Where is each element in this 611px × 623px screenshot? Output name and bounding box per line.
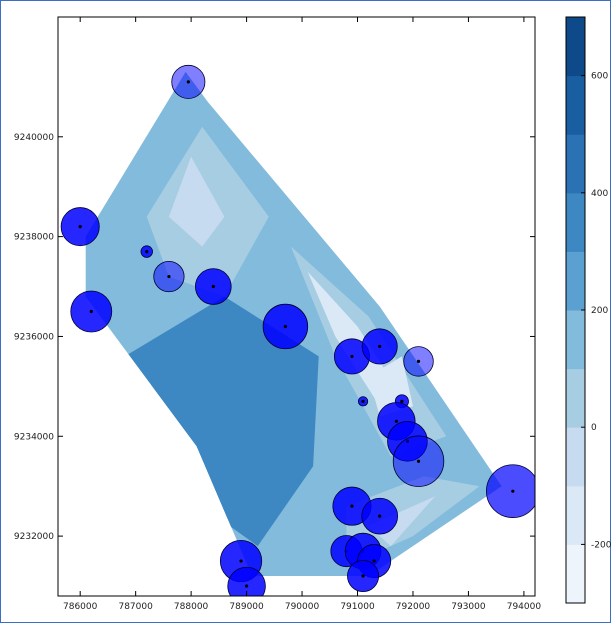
data-point [486,464,535,518]
contour-zone-7 [368,496,436,547]
colorbar-band [565,75,586,135]
data-point-center [394,419,398,423]
x-tick-label: 789000 [229,602,264,612]
data-point-center [511,489,515,493]
y-axis: 9232000 9234000 9236000 9238000 9240000 [14,133,535,542]
data-point-center [350,354,354,359]
contour-zone-3 [168,156,225,247]
x-tick-label: 791000 [340,602,375,612]
colorbar-band [565,16,586,77]
plot-border [57,16,536,597]
colorbar: -200 0 200 400 600 [565,16,611,604]
x-tick-label: 793000 [451,602,486,612]
data-point-center [372,559,376,563]
data-point-center [283,324,288,329]
colorbar-band [565,250,586,311]
colorbar-band [565,192,586,252]
points-layer [60,64,535,596]
colorbar-tick-label: -200 [591,540,611,550]
data-point-center [211,284,215,289]
colorbar-band [565,133,586,194]
x-tick-label: 794000 [507,602,542,612]
y-tick-label: 9238000 [14,233,54,243]
data-point-center [416,359,421,364]
colorbar-tick-label: 0 [591,423,597,433]
data-point-center [244,584,249,588]
data-point-center [78,225,82,229]
data-point-center [378,344,382,349]
data-point-center [167,274,171,279]
colorbar-band [565,368,586,428]
contour-zone-1 [124,296,319,547]
x-tick-label: 786000 [63,602,98,612]
y-tick-label: 9234000 [14,432,54,442]
data-point-center [400,399,404,403]
data-point-center [239,559,243,563]
colorbar-band [565,485,586,545]
colorbar-band [565,426,586,487]
x-tick-label: 788000 [174,602,209,612]
data-point [227,566,266,596]
colorbar-tick-label: 400 [591,189,608,199]
x-tick-label: 792000 [396,602,431,612]
x-axis: 786000 787000 788000 789000 790000 791000 7920… [63,17,541,612]
colorbar-tick-label: 200 [591,306,608,316]
x-tick-label: 787000 [118,602,153,612]
data-point-center [361,574,365,578]
data-point-center [186,80,190,84]
data-point-center [361,399,365,403]
y-tick-label: 9232000 [14,532,54,542]
data-point-center [89,309,93,314]
y-tick-label: 9240000 [14,133,54,143]
x-tick-label: 790000 [285,602,320,612]
colorbar-band [565,309,586,370]
data-point-center [378,514,382,518]
colorbar-tick-label: 600 [591,72,608,82]
data-point-center [145,249,149,254]
colorbar-band [565,543,586,604]
y-tick-label: 9236000 [14,332,54,342]
data-point-center [350,504,354,508]
data-point-center [416,459,421,463]
